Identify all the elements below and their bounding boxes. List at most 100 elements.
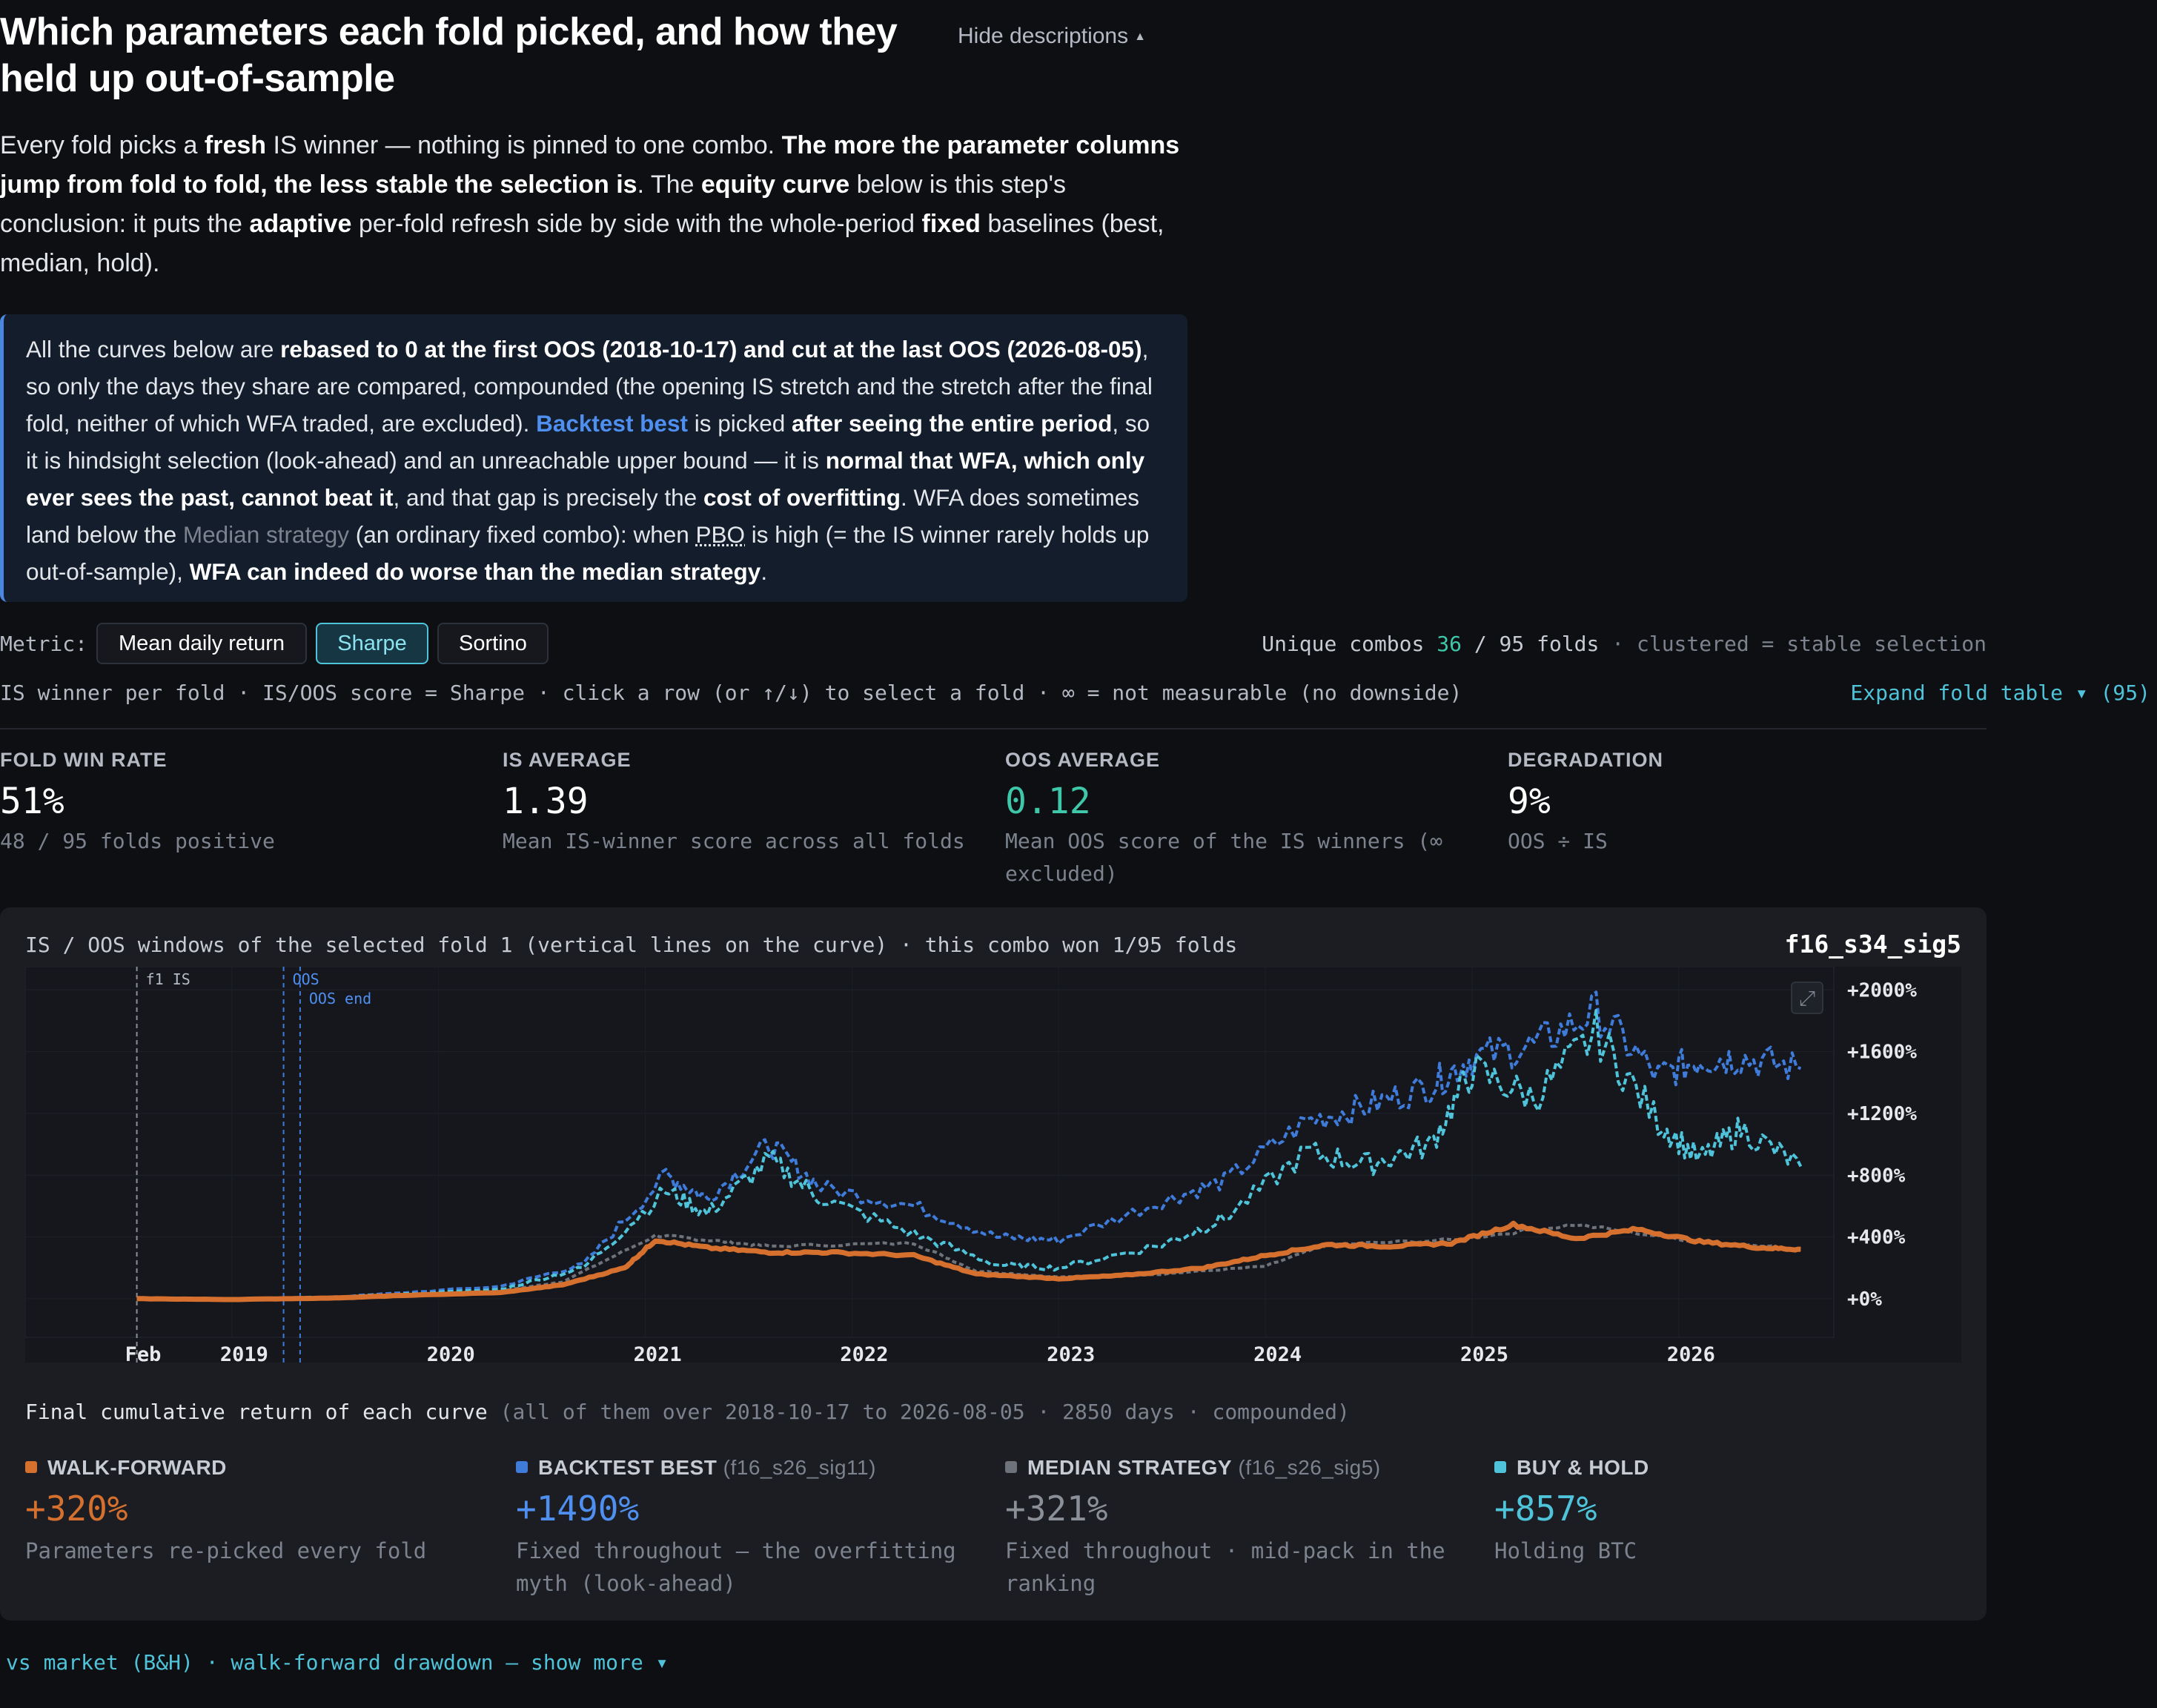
equity-curve-panel: IS / OOS windows of the selected fold 1 … (0, 907, 1987, 1621)
stat-degradation: DEGRADATION 9% OOS ÷ IS (1508, 749, 1982, 858)
y-tick-label: +2000% (1847, 979, 1917, 1002)
plot-area (25, 967, 1835, 1338)
result-walk-forward: WALK-FORWARD +320% Parameters re-picked … (25, 1456, 500, 1567)
callout-bold: rebased to 0 at the first OOS (2018-10-1… (280, 336, 1142, 363)
equity-chart[interactable]: +2000% +1600% +1200% +800% +400% +0% Feb 2019 20… (25, 967, 1961, 1363)
result-value: +857% (1494, 1489, 1597, 1529)
metric-sharpe-button[interactable]: Sharpe (316, 623, 428, 664)
result-value: +320% (25, 1489, 128, 1529)
intro-bold: equity curve (700, 171, 850, 199)
x-tick-label: 2023 (1047, 1343, 1095, 1363)
intro-text: below is this step's conclusion: it puts… (0, 171, 1067, 238)
expand-icon[interactable]: ⤢ (1791, 982, 1823, 1014)
x-tick-label: 2024 (1253, 1343, 1302, 1363)
buy-hold-line (136, 1009, 1803, 1301)
stat-label: IS AVERAGE (503, 749, 632, 771)
stat-label: OOS AVERAGE (1005, 749, 1161, 771)
callout-text: is picked (687, 410, 792, 437)
callout-text: . WFA does sometimes land below the (26, 484, 1140, 548)
fold-marker-label: f1 IS (146, 970, 190, 988)
result-combo: (f16_s26_sig5) (1232, 1456, 1381, 1479)
callout-text: , and that gap is precisely the (393, 484, 703, 511)
callout-text: , so it is hindsight selection (look-ahe… (26, 410, 1150, 474)
result-sub: Fixed throughout — the overfitting myth … (516, 1538, 956, 1596)
x-tick-label: Feb (125, 1343, 162, 1363)
backtest-best-line (136, 990, 1802, 1302)
x-tick-label: 2019 (220, 1343, 268, 1363)
x-tick-label: 2021 (634, 1343, 682, 1363)
stat-is-average: IS AVERAGE 1.39 Mean IS-winner score acr… (503, 749, 977, 858)
x-tick-label: 2025 (1460, 1343, 1508, 1363)
callout-text: (an ordinary fixed combo): when (349, 521, 696, 548)
x-tick-label: 2026 (1667, 1343, 1715, 1363)
legend-swatch (1005, 1461, 1017, 1473)
intro-text: IS winner — nothing is pinned to one com… (266, 131, 782, 159)
intro-text: Every fold picks a (0, 131, 205, 159)
result-name: WALK-FORWARD (47, 1456, 227, 1479)
intro-bold: The more the parameter columns jump from… (0, 131, 1180, 199)
median-strategy-label: Median strategy (182, 521, 350, 548)
callout-bold: after seeing the entire period (792, 410, 1113, 437)
callout-bold: normal that WFA, which only ever sees th… (26, 447, 1145, 511)
final-returns-title: Final cumulative return of each curve (a… (25, 1400, 1350, 1424)
stat-value: 0.12 (1005, 781, 1091, 822)
stat-value: 1.39 (503, 781, 589, 822)
result-buy-hold: BUY & HOLD +857% Holding BTC (1494, 1456, 1969, 1567)
hide-descriptions-toggle[interactable]: Hide descriptions ▲ (958, 24, 1146, 49)
callout-bold: WFA can indeed do worse than the median … (189, 558, 761, 585)
unique-combos-label: Unique combos (1262, 632, 1437, 656)
stat-sub: Mean OOS score of the IS winners (∞ excl… (1005, 829, 1443, 886)
hide-descriptions-label: Hide descriptions (958, 24, 1129, 48)
legend-swatch (1494, 1461, 1506, 1473)
legend-swatch (516, 1461, 528, 1473)
stat-label: FOLD WIN RATE (0, 749, 168, 771)
x-tick-label: 2022 (840, 1343, 888, 1363)
fold-marker-label: OOS (293, 970, 319, 988)
y-tick-label: +1600% (1847, 1042, 1917, 1064)
y-tick-label: +400% (1847, 1227, 1906, 1249)
unique-combos-total: / 95 folds (1461, 632, 1600, 656)
result-value: +1490% (516, 1489, 640, 1529)
result-value: +321% (1005, 1489, 1108, 1529)
fold-hint: IS winner per fold · IS/OOS score = Shar… (0, 681, 1462, 705)
intro-bold: adaptive (249, 210, 352, 238)
result-backtest-best: BACKTEST BEST (f16_s26_sig11) +1490% Fix… (516, 1456, 990, 1600)
metric-mean-daily-return-button[interactable]: Mean daily return (96, 623, 307, 664)
walk-forward-line (136, 1220, 1801, 1302)
unique-combos-count: 36 (1437, 632, 1462, 656)
result-label: WALK-FORWARD (25, 1456, 500, 1480)
intro-text: . The (637, 171, 701, 199)
unique-combos: Unique combos 36 / 95 folds · clustered … (1262, 632, 1987, 656)
result-sub: Holding BTC (1494, 1538, 1637, 1563)
intro-paragraph: Every fold picks a fresh IS winner — not… (0, 126, 1186, 283)
callout-text: . (761, 558, 768, 585)
metric-sortino-button[interactable]: Sortino (437, 623, 549, 664)
callout-text: , so only the days they share are compar… (26, 336, 1153, 437)
unique-combos-note: · clustered = stable selection (1599, 632, 1987, 656)
backtest-best-label: Backtest best (536, 410, 688, 437)
x-tick-label: 2020 (427, 1343, 475, 1363)
metric-selector: Metric: Mean daily return Sharpe Sortino… (0, 623, 1987, 667)
callout-text: All the curves below are (26, 336, 281, 363)
y-tick-label: +1200% (1847, 1103, 1917, 1125)
equity-chart-svg: +2000% +1600% +1200% +800% +400% +0% Feb 2019 20… (25, 967, 1961, 1363)
show-more-link[interactable]: vs market (B&H) · walk-forward drawdown … (6, 1650, 669, 1675)
stat-fold-win-rate: FOLD WIN RATE 51% 48 / 95 folds positive (0, 749, 474, 858)
y-tick-label: +0% (1847, 1288, 1882, 1311)
stat-value: 51% (0, 781, 64, 822)
result-label: BUY & HOLD (1494, 1456, 1969, 1480)
stat-oos-average: OOS AVERAGE 0.12 Mean OOS score of the I… (1005, 749, 1480, 890)
result-sub: Fixed throughout · mid-pack in the ranki… (1005, 1538, 1445, 1596)
page-title: Which parameters each fold picked, and h… (0, 10, 898, 100)
callout-text: is high (= the IS winner rarely holds up… (26, 521, 1150, 585)
final-returns-label: Final cumulative return of each curve (25, 1400, 488, 1424)
stat-label: DEGRADATION (1508, 749, 1663, 771)
result-median-strategy: MEDIAN STRATEGY (f16_s26_sig5) +321% Fix… (1005, 1456, 1480, 1600)
fold-marker-label: OOS end (309, 990, 371, 1007)
result-name: MEDIAN STRATEGY (1027, 1456, 1233, 1479)
stat-sub: 48 / 95 folds positive (0, 829, 275, 853)
stat-sub: OOS ÷ IS (1508, 829, 1608, 853)
expand-fold-table-button[interactable]: Expand fold table ▾ (95) (1850, 681, 2150, 705)
result-name: BUY & HOLD (1517, 1456, 1649, 1479)
pbo-term[interactable]: PBO (695, 521, 746, 548)
